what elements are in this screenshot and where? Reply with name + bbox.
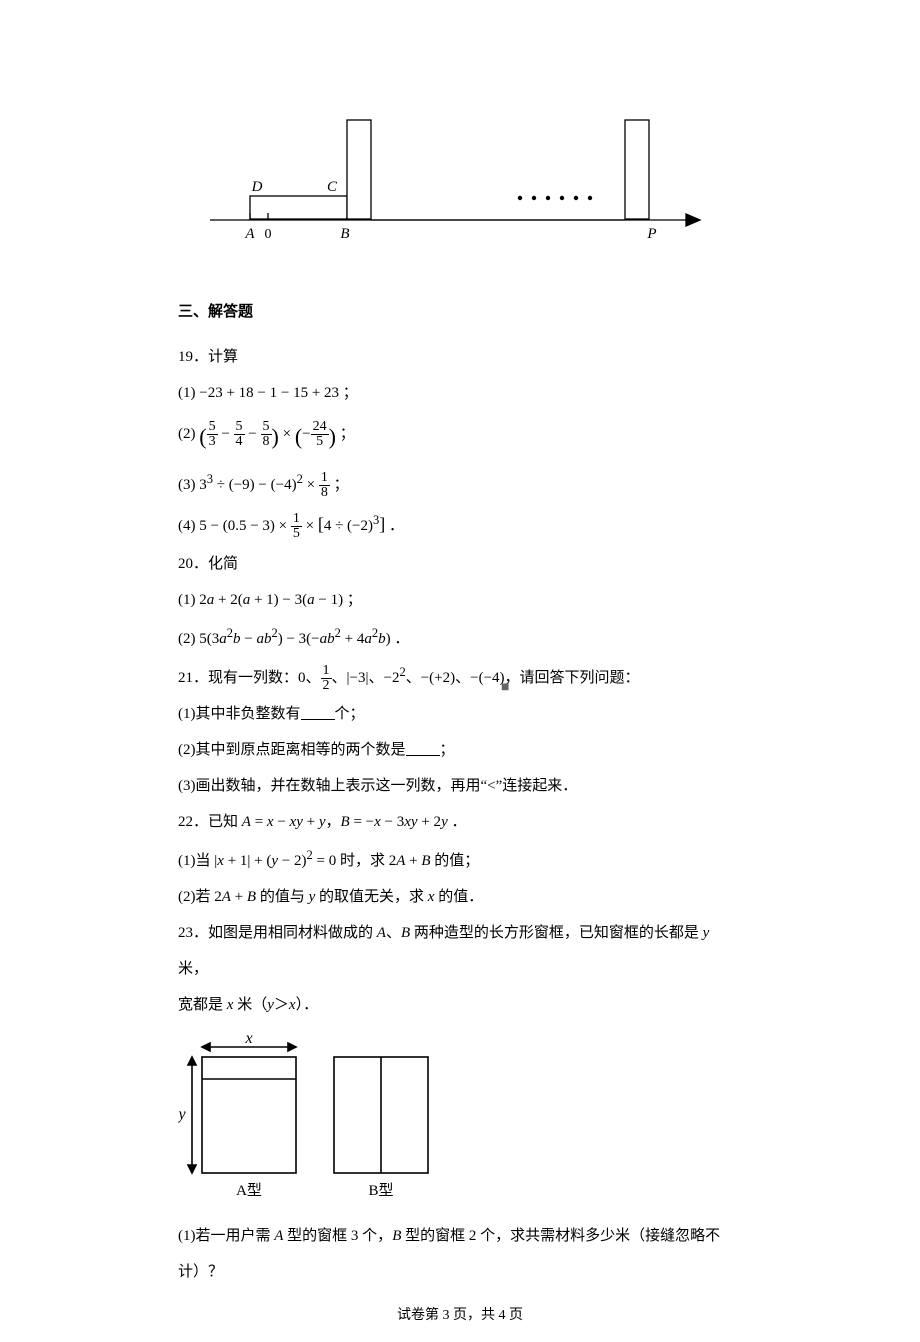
q21-part2: (2)其中到原点距离相等的两个数是； [178, 732, 742, 768]
page-footer: 试卷第 3 页，共 4 页 [178, 1304, 742, 1324]
q19-part2: (2) (53 − 54 − 58) × (−245) ； [178, 411, 742, 464]
q20-part1: (1) 2a + 2(a + 1) − 3(a − 1) ； [178, 582, 742, 618]
q23-stem2: 宽都是 x 米（y＞x）． [178, 987, 742, 1023]
window-figure: x y A型 B型 [178, 1033, 742, 1208]
svg-text:P: P [646, 226, 656, 242]
q22-part1: (1)当 |x + 1| + (y − 2)2 = 0 时，求 2A + B 的… [178, 840, 742, 879]
blank-input[interactable] [406, 741, 440, 756]
q23-stem1: 23．如图是用相同材料做成的 A、B 两种造型的长方形窗框，已知窗框的长都是 y… [178, 915, 742, 987]
number-line-diagram: A 0 B P D C [210, 60, 710, 260]
q19-part1: (1) −23 + 18 − 1 − 15 + 23 ； [178, 375, 742, 411]
q21-part3: (3)画出数轴，并在数轴上表示这一列数，再用“<”连接起来． [178, 768, 742, 804]
svg-text:D: D [251, 179, 263, 195]
svg-text:A型: A型 [236, 1182, 262, 1199]
q21-part1: (1)其中非负整数有个； [178, 696, 742, 732]
q23-part1: (1)若一用户需 A 型的窗框 3 个，B 型的窗框 2 个，求共需材料多少米（… [178, 1218, 742, 1290]
svg-text:C: C [327, 179, 338, 195]
q21-stem-pre: 21．现有一列数：0、 [178, 670, 321, 686]
q19-part4: (4) 5 − (0.5 − 3) × 15 × [4 ÷ (−2)3] ． [178, 503, 742, 546]
q20-part2: (2) 5(3a2b − ab2) − 3(−ab2 + 4a2b) ． [178, 618, 742, 657]
blank-input[interactable] [301, 705, 335, 720]
q22-stem: 22．已知 A = x − xy + y，B = −x − 3xy + 2y ． [178, 804, 742, 840]
q19-part3: (3) 33 ÷ (−9) − (−4)2 × 18 ； [178, 464, 742, 503]
section-header: 三、解答题 [178, 300, 742, 321]
q19-stem: 19．计算 [178, 339, 742, 375]
svg-text:B: B [340, 226, 349, 242]
q21-stem: 21．现有一列数：0、12、|−3|、−22、−(+2)、−(−4)，请回答下列… [178, 657, 742, 696]
svg-text:A: A [244, 226, 255, 242]
svg-text:0: 0 [265, 227, 272, 242]
q22-part2: (2)若 2A + B 的值与 y 的取值无关，求 x 的值． [178, 879, 742, 915]
svg-text:x: x [244, 1033, 252, 1047]
q20-stem: 20．化简 [178, 546, 742, 582]
svg-text:y: y [178, 1106, 186, 1123]
svg-text:B型: B型 [368, 1182, 393, 1199]
